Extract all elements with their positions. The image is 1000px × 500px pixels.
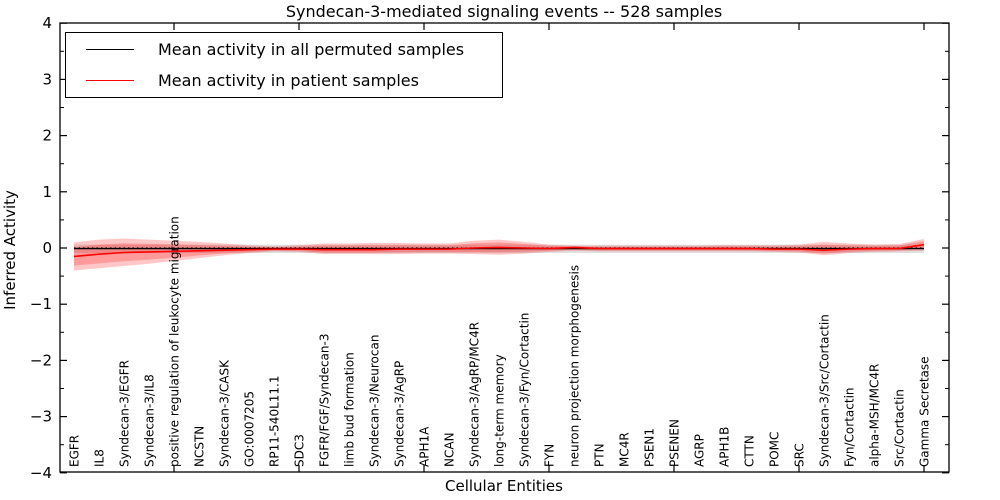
- x-tick-label: positive regulation of leukocyte migrati…: [168, 216, 182, 467]
- patient-band-outer: [74, 238, 924, 271]
- y-tick-label: −4: [30, 464, 52, 482]
- x-tick-label: SDC3: [293, 434, 307, 467]
- x-tick-label: Syndecan-3/Neurocan: [368, 335, 382, 467]
- x-tick-label: NCAN: [443, 432, 457, 467]
- x-tick-label: Gamma Secretase: [918, 356, 932, 467]
- x-tick-label: GO:0007205: [243, 391, 257, 467]
- x-tick-label: Syndecan-3/Src/Cortactin: [818, 314, 832, 467]
- permuted-line-sample-icon: [86, 49, 134, 50]
- x-tick-label: APH1B: [718, 427, 732, 467]
- x-tick-label: RP11-540L11.1: [268, 376, 282, 467]
- x-tick-label: FYN: [543, 444, 557, 467]
- x-tick-label: IL8: [93, 449, 107, 467]
- y-tick-label: −3: [30, 408, 52, 426]
- x-tick-label: Syndecan-3/CASK: [218, 359, 232, 467]
- x-tick-label: AGRP: [693, 434, 707, 467]
- legend-entry-patient: Mean activity in patient samples: [66, 65, 502, 96]
- x-tick-label: POMC: [768, 432, 782, 467]
- legend: Mean activity in all permuted samples Me…: [65, 32, 503, 98]
- x-tick-label: FGFR/FGF/Syndecan-3: [318, 334, 332, 467]
- y-tick-label: −2: [30, 351, 52, 369]
- y-tick-label: 0: [42, 239, 52, 257]
- x-tick-label: Syndecan-3/IL8: [143, 374, 157, 467]
- x-tick-label: PSEN1: [643, 428, 657, 467]
- x-tick-label: PSENEN: [668, 419, 682, 467]
- x-axis: EGFR IL8 Syndecan-3/EGFR Syndecan-3/IL8 posi…: [68, 23, 932, 472]
- x-tick-label: CTTN: [743, 435, 757, 467]
- x-tick-label: long-term memory: [493, 354, 507, 467]
- y-tick-label: 1: [42, 183, 52, 201]
- x-tick-label: alpha-MSH/MC4R: [868, 364, 882, 467]
- x-tick-label: Syndecan-3/AgRP: [393, 361, 407, 467]
- y-tick-label: 4: [42, 14, 52, 32]
- x-tick-label: Fyn/Cortactin: [843, 387, 857, 467]
- y-axis: 4 3 2 1 0 −1 −2 −3 −4: [30, 14, 949, 482]
- x-tick-label: limb bud formation: [343, 352, 357, 467]
- x-tick-label: Syndecan-3/AgRP/MC4R: [468, 322, 482, 467]
- x-axis-title: Cellular Entities: [445, 477, 563, 495]
- x-tick-label: EGFR: [68, 435, 82, 467]
- y-tick-label: 2: [42, 127, 52, 145]
- patient-line-sample-icon: [86, 80, 134, 81]
- x-tick-label: Syndecan-3/Fyn/Cortactin: [518, 313, 532, 467]
- x-tick-label: PTN: [593, 443, 607, 467]
- y-axis-title: Inferred Activity: [1, 190, 19, 310]
- x-tick-label: SRC: [793, 443, 807, 467]
- x-tick-label: Syndecan-3/EGFR: [118, 360, 132, 467]
- chart-title: Syndecan-3-mediated signaling events -- …: [285, 2, 723, 21]
- x-tick-label: NCSTN: [193, 426, 207, 467]
- x-tick-label: Src/Cortactin: [893, 389, 907, 467]
- legend-label-patient: Mean activity in patient samples: [158, 71, 419, 90]
- patient-band-inner: [74, 240, 924, 266]
- legend-entry-permuted: Mean activity in all permuted samples: [66, 34, 502, 65]
- y-tick-label: 3: [42, 70, 52, 88]
- legend-label-permuted: Mean activity in all permuted samples: [158, 40, 465, 59]
- y-tick-label: −1: [30, 295, 52, 313]
- x-tick-label: neuron projection morphogenesis: [568, 265, 582, 467]
- patient-mean-line: [73, 243, 925, 258]
- x-tick-label: MC4R: [618, 432, 632, 467]
- x-tick-label: APH1A: [418, 426, 432, 467]
